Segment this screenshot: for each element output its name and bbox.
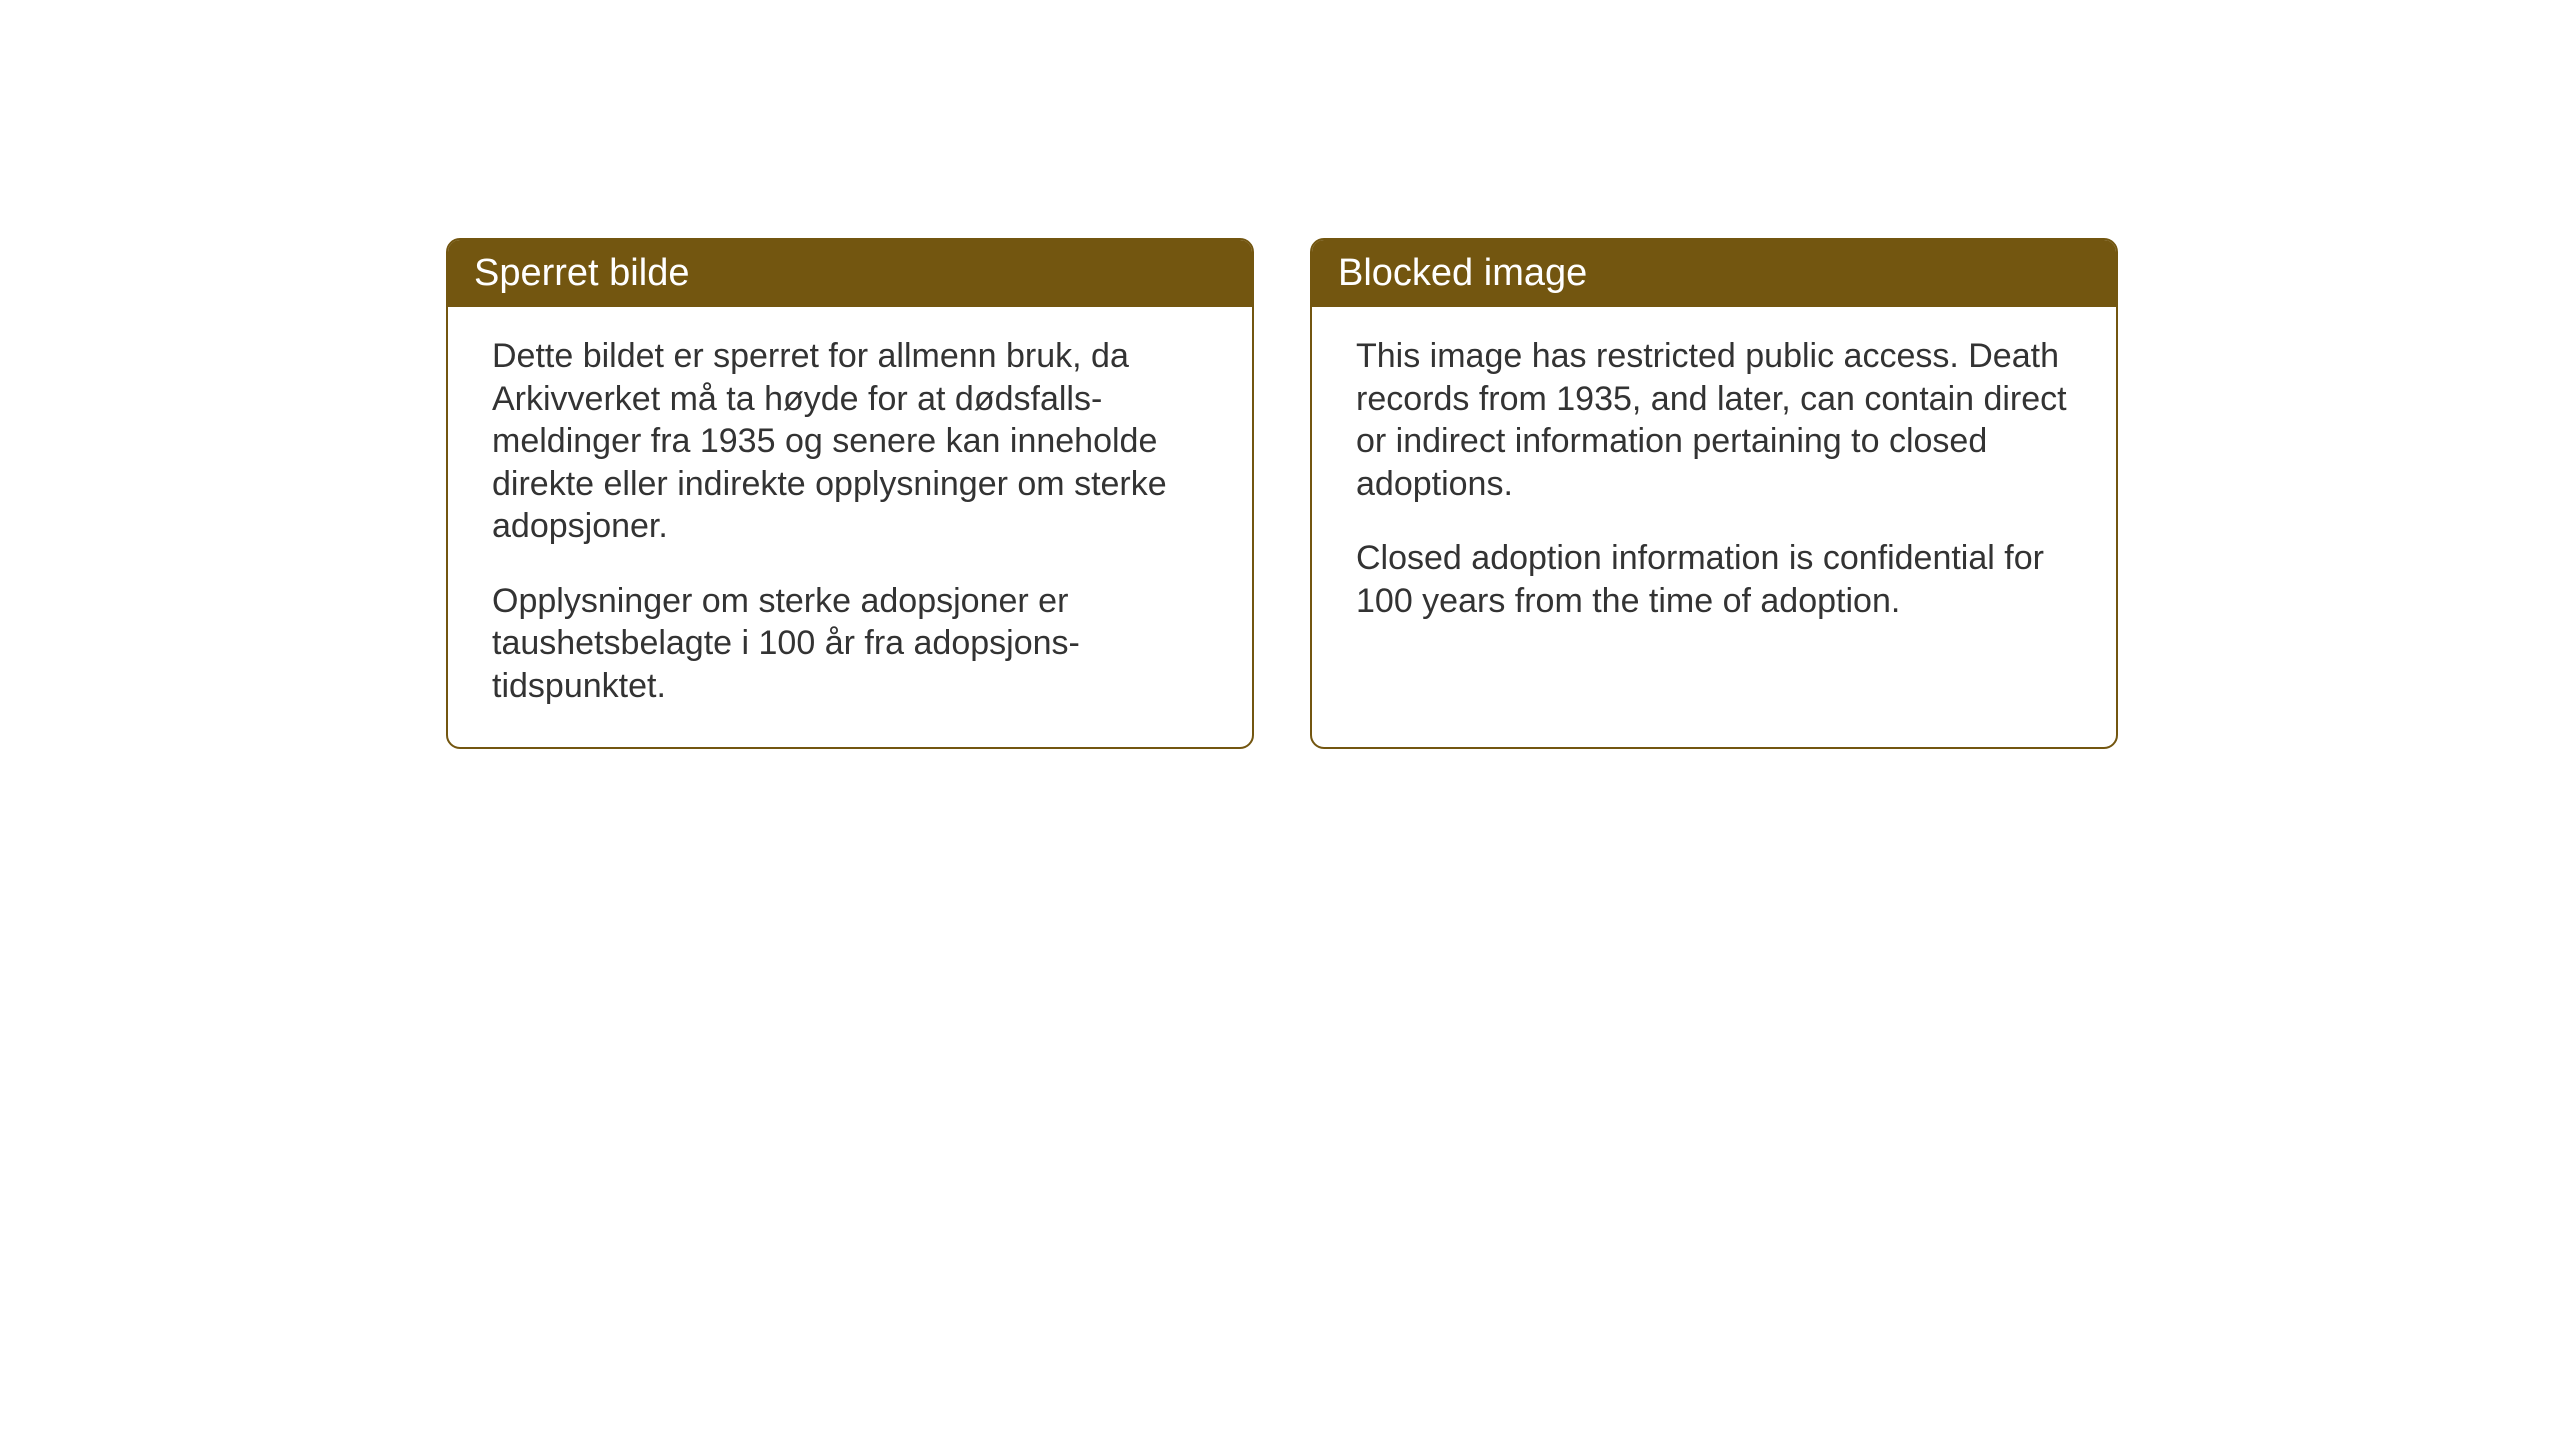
english-paragraph-1: This image has restricted public access.… <box>1356 335 2072 505</box>
english-paragraph-2: Closed adoption information is confident… <box>1356 537 2072 622</box>
notice-container: Sperret bilde Dette bildet er sperret fo… <box>446 238 2118 749</box>
norwegian-paragraph-2: Opplysninger om sterke adopsjoner er tau… <box>492 580 1208 708</box>
norwegian-notice-card: Sperret bilde Dette bildet er sperret fo… <box>446 238 1254 749</box>
norwegian-paragraph-1: Dette bildet er sperret for allmenn bruk… <box>492 335 1208 548</box>
norwegian-card-body: Dette bildet er sperret for allmenn bruk… <box>448 307 1252 747</box>
english-card-body: This image has restricted public access.… <box>1312 307 2116 662</box>
norwegian-card-title: Sperret bilde <box>448 240 1252 307</box>
english-card-title: Blocked image <box>1312 240 2116 307</box>
english-notice-card: Blocked image This image has restricted … <box>1310 238 2118 749</box>
